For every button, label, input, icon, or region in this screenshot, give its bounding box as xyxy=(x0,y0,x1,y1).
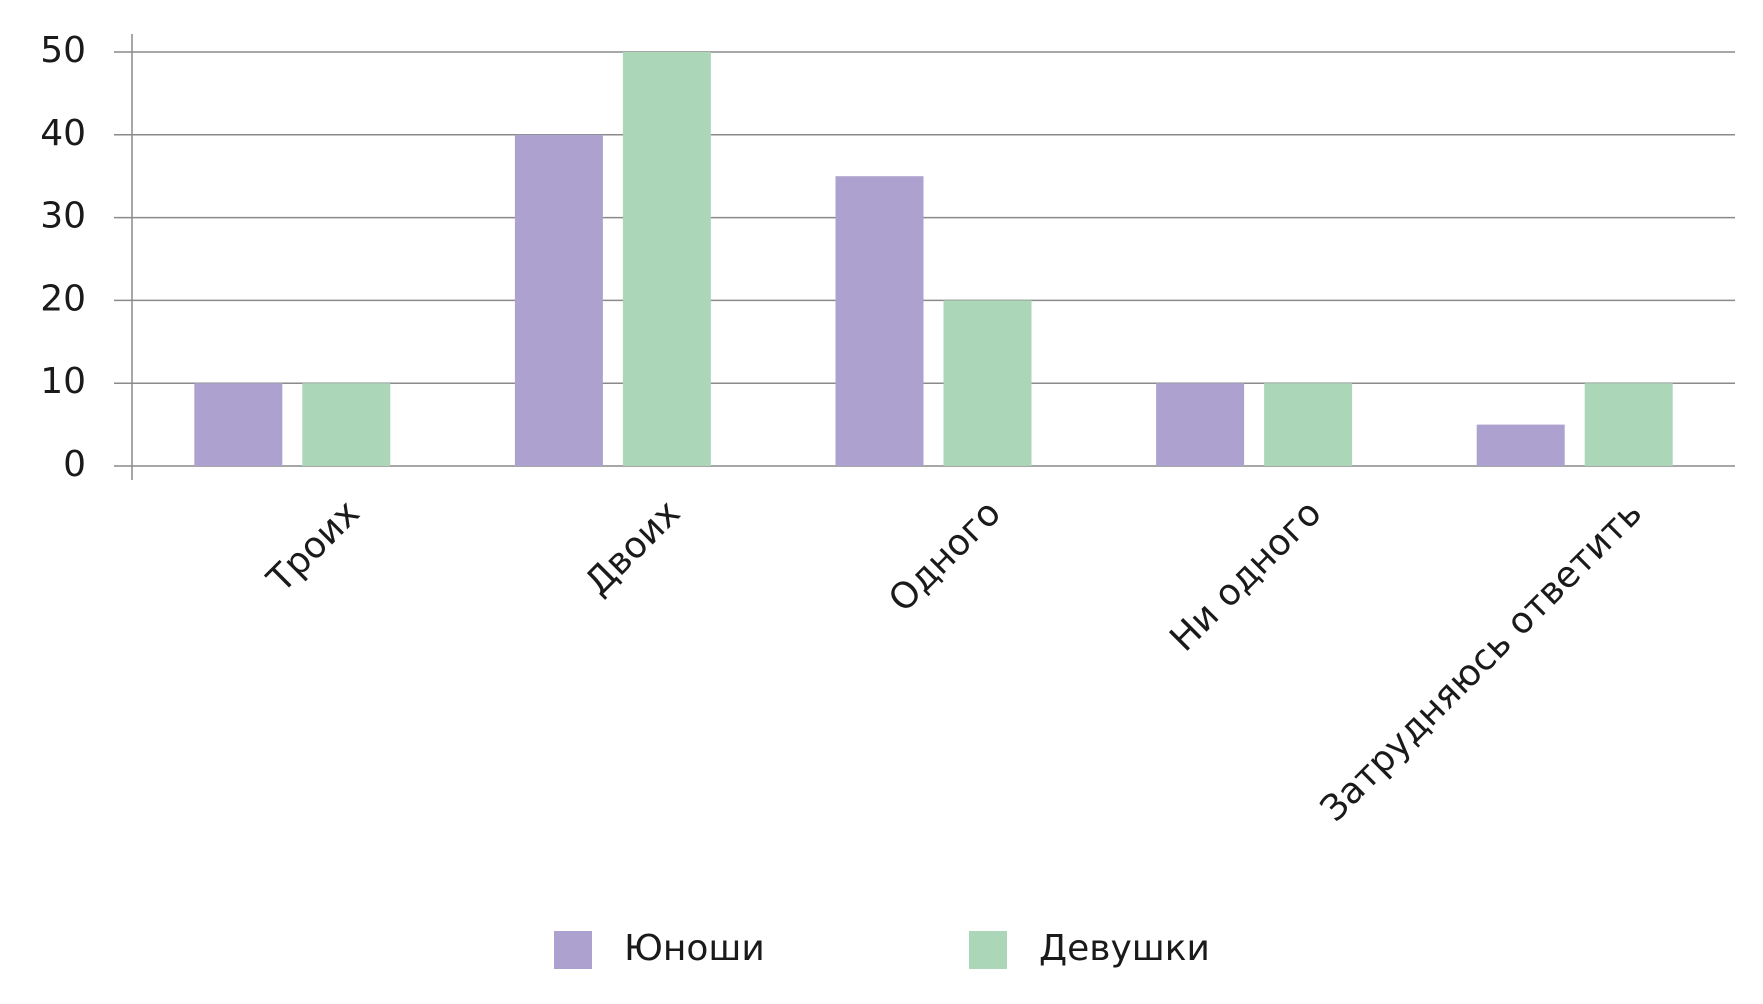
bar xyxy=(1584,383,1673,466)
bar xyxy=(302,383,391,466)
y-tick-label: 30 xyxy=(40,196,86,237)
x-tick-label: Двоих xyxy=(577,492,688,603)
y-tick-label: 40 xyxy=(40,113,86,154)
bar xyxy=(622,52,711,466)
bar xyxy=(943,300,1032,466)
y-tick-label: 10 xyxy=(40,361,86,402)
y-tick-label: 0 xyxy=(63,444,86,485)
legend-swatch xyxy=(969,931,1007,969)
x-tick-label: Ни одного xyxy=(1162,492,1329,659)
bar xyxy=(514,134,603,467)
x-tick-label: Троих xyxy=(259,492,368,601)
y-tick-label: 50 xyxy=(40,30,86,71)
y-tick-label: 20 xyxy=(40,278,86,319)
bar xyxy=(835,176,924,466)
bar xyxy=(194,383,283,466)
bar xyxy=(1476,424,1565,466)
x-tick-label: Затрудняюсь ответить xyxy=(1313,492,1650,829)
x-tick-label: Одного xyxy=(881,492,1009,620)
legend-swatch xyxy=(554,931,592,969)
bar xyxy=(1264,383,1353,466)
legend-label: Юноши xyxy=(624,928,765,969)
bar xyxy=(1156,383,1245,466)
legend-label: Девушки xyxy=(1039,928,1210,969)
